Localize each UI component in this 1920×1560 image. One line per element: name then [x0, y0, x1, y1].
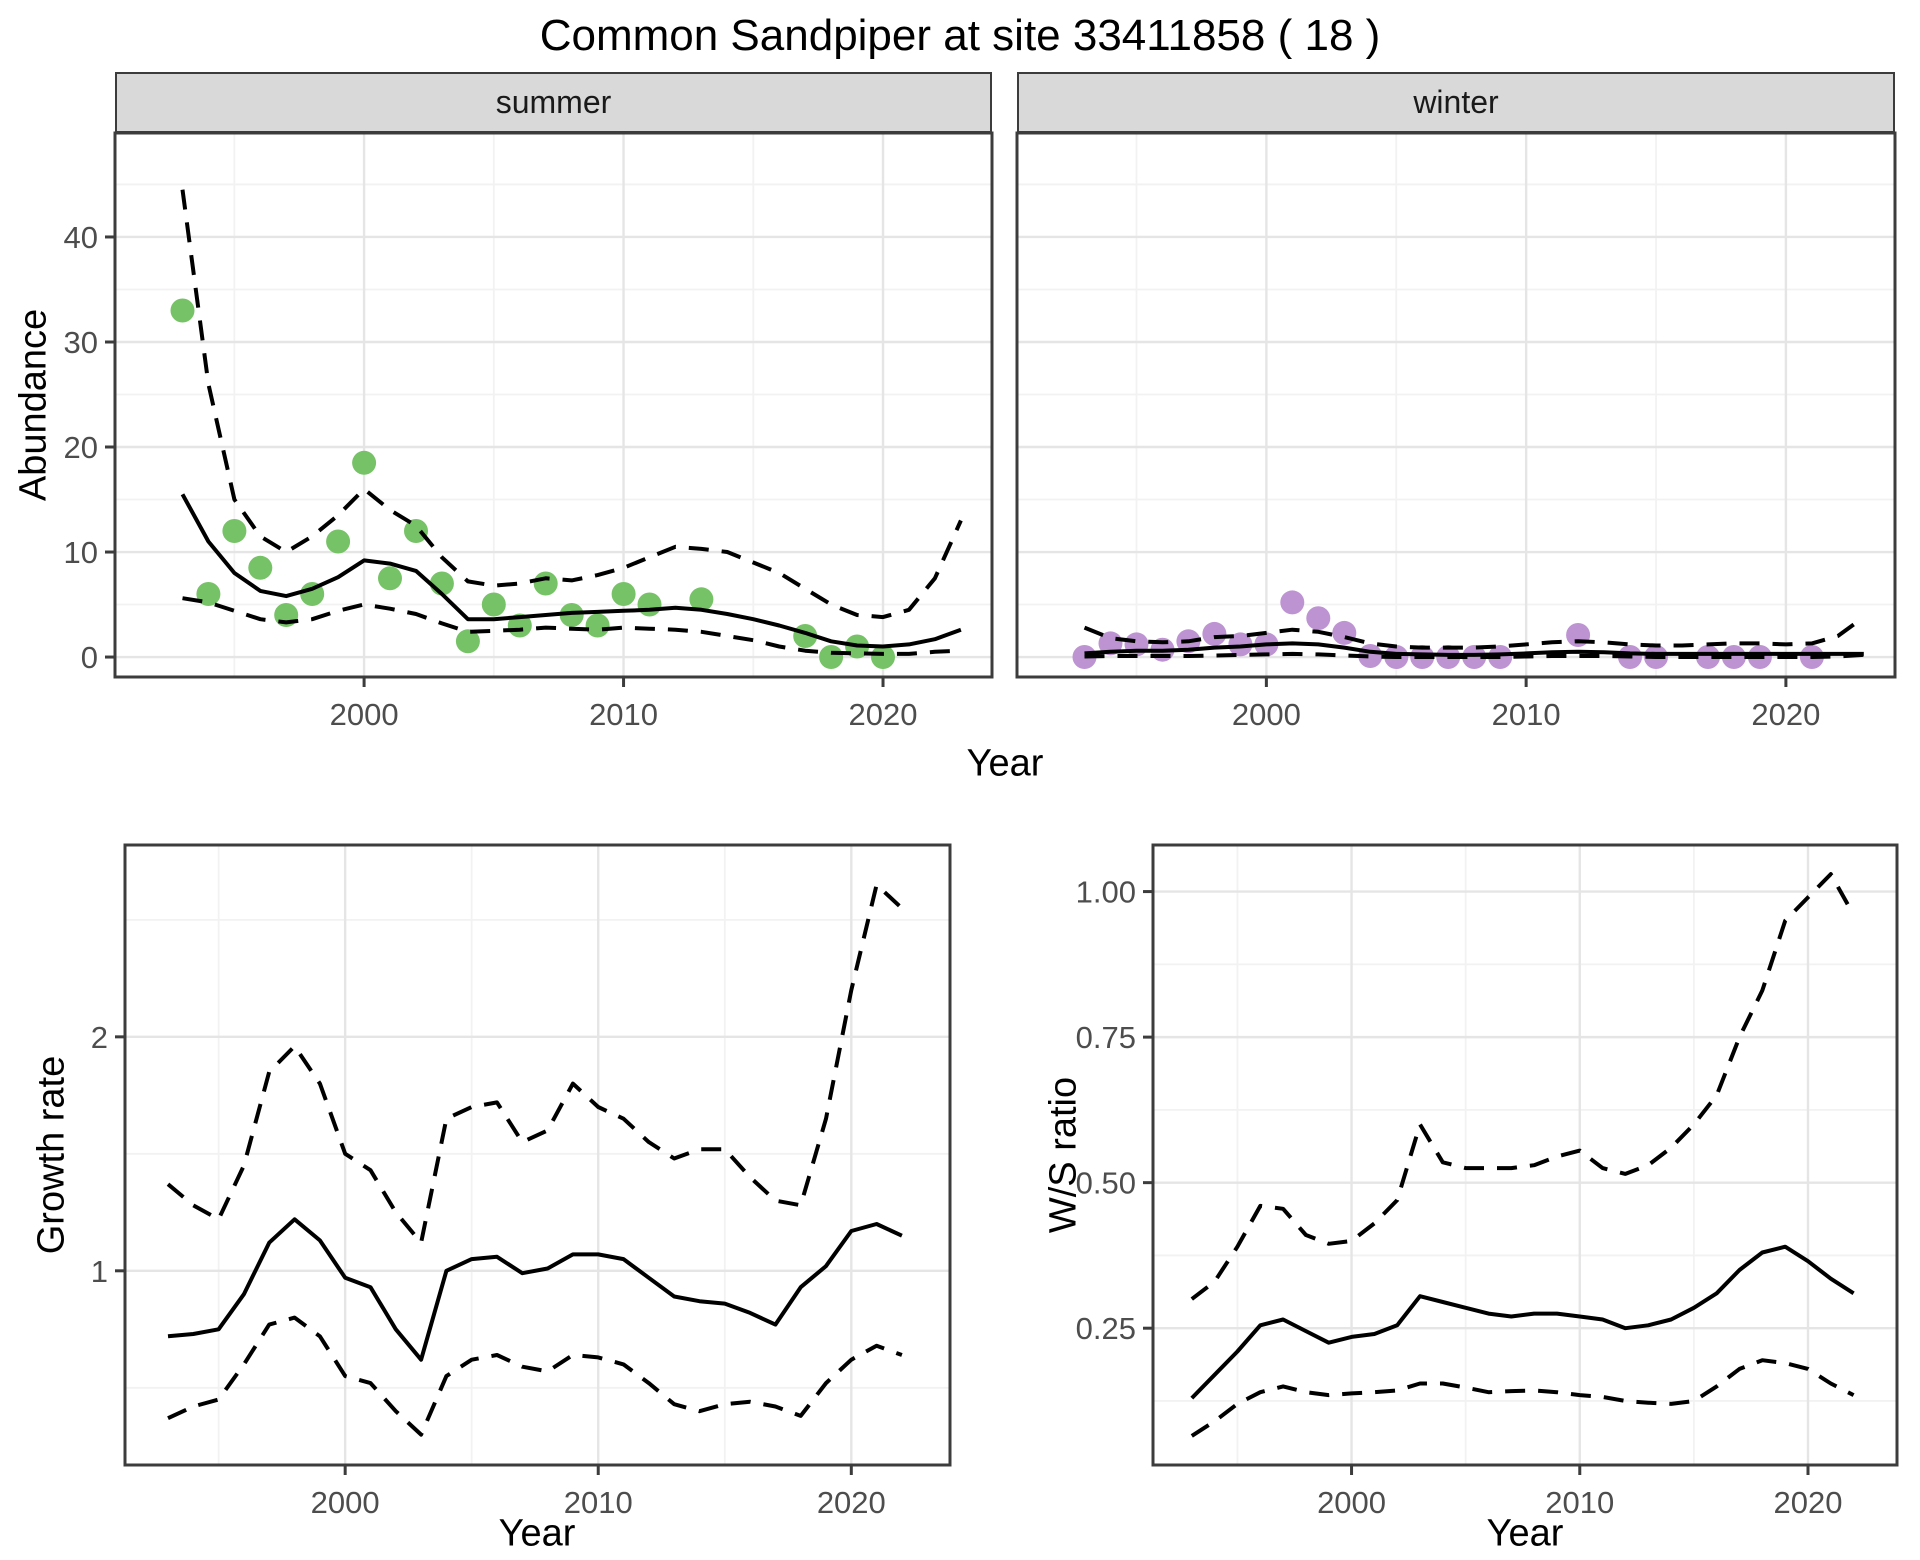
- grid-major: [115, 133, 992, 677]
- series-upper-ci: [166, 882, 904, 1245]
- data-point: [1228, 632, 1253, 657]
- panel-border: [1151, 843, 1899, 1467]
- y-tick-label: 1: [91, 1254, 108, 1289]
- grid-major: [1017, 133, 1895, 677]
- abundance-y-axis-title: Abundance: [12, 308, 55, 502]
- axis-tick-labels: 2000 2010 2020 0 10 20 30 40: [64, 220, 918, 732]
- data-point: [637, 592, 662, 617]
- panel-ws: 2000 2010 2020 0.25 0.50 0.75 1.00: [1076, 843, 1899, 1520]
- axis-tick-labels: 2000 2010 2020: [1232, 697, 1820, 732]
- data-point: [1072, 645, 1097, 669]
- axis-ticks: [115, 1035, 853, 1475]
- data-point: [585, 613, 610, 638]
- y-tick-label: 0.75: [1076, 1020, 1136, 1055]
- grid-major: [1153, 845, 1897, 1465]
- data-point: [1462, 645, 1487, 669]
- series-fit: [167, 1217, 903, 1362]
- data-point: [222, 519, 247, 543]
- data-point: [689, 587, 714, 612]
- y-tick-label: 2: [91, 1020, 108, 1055]
- y-tick-label: 10: [64, 535, 98, 570]
- series-lower-ci: [1190, 1358, 1855, 1438]
- facet-strip-winter: winter: [1017, 72, 1895, 133]
- data-point: [559, 603, 584, 627]
- series-fit: [1084, 641, 1864, 657]
- series-lower-ci: [167, 1315, 903, 1437]
- data-points: [170, 298, 895, 669]
- series-fit: [180, 493, 962, 649]
- y-tick-label: 0.50: [1076, 1166, 1136, 1201]
- data-point: [611, 582, 636, 606]
- data-point: [533, 571, 558, 596]
- x-tick-label: 2010: [1545, 1485, 1614, 1520]
- data-point: [819, 645, 844, 669]
- x-tick-label: 2010: [564, 1485, 633, 1520]
- grid-minor: [115, 133, 992, 677]
- data-point: [404, 519, 428, 543]
- y-tick-label: 1.00: [1076, 875, 1136, 910]
- data-point: [1306, 606, 1331, 631]
- data-point: [378, 566, 402, 591]
- data-point: [1332, 620, 1357, 645]
- y-tick-label: 0.25: [1076, 1311, 1136, 1346]
- series-lower-ci: [182, 596, 961, 656]
- chart-title: Common Sandpiper at site 33411858 ( 18 ): [539, 11, 1381, 60]
- x-tick-label: 2020: [817, 1485, 886, 1520]
- panel-border: [123, 843, 952, 1467]
- series-upper-ci: [180, 189, 963, 620]
- facet-strip-label: summer: [495, 84, 612, 120]
- axis-ticks: [1143, 890, 1810, 1475]
- data-point: [481, 592, 506, 617]
- x-tick-label: 2000: [330, 697, 399, 732]
- data-point: [326, 529, 351, 554]
- data-point: [1721, 645, 1746, 669]
- data-point: [455, 629, 480, 654]
- x-tick-label: 2000: [1232, 697, 1301, 732]
- facet-strip-label: winter: [1413, 84, 1499, 120]
- data-point: [170, 298, 195, 323]
- series-upper-ci: [1190, 872, 1856, 1301]
- series-upper-ci: [1083, 615, 1865, 650]
- top-x-axis-title: Year: [966, 742, 1044, 785]
- data-point: [1202, 621, 1227, 646]
- data-point: [248, 555, 273, 580]
- x-tick-label: 2000: [311, 1485, 380, 1520]
- x-tick-label: 2010: [589, 697, 658, 732]
- ws-x-axis-title: Year: [1486, 1512, 1564, 1555]
- panel-border: [1015, 131, 1897, 679]
- x-tick-label: 2010: [1492, 697, 1561, 732]
- panel-summer: 2000 2010 2020 0 10 20 30 40: [64, 131, 994, 732]
- x-tick-label: 2020: [849, 697, 918, 732]
- y-tick-label: 40: [64, 220, 98, 255]
- data-point: [871, 645, 895, 669]
- data-point: [1696, 645, 1720, 669]
- facet-strip-summer: summer: [115, 72, 992, 133]
- y-tick-label: 20: [64, 430, 98, 465]
- x-tick-label: 2020: [1774, 1485, 1843, 1520]
- axis-tick-labels: 2000 2010 2020 1 2: [91, 1020, 886, 1520]
- grid-minor: [1153, 845, 1897, 1465]
- axis-ticks: [1264, 677, 1788, 687]
- grid-minor: [125, 845, 950, 1465]
- data-point: [352, 450, 377, 475]
- x-tick-label: 2020: [1751, 697, 1820, 732]
- growth-y-axis-title: Growth rate: [30, 1055, 73, 1255]
- y-tick-label: 30: [64, 325, 98, 360]
- grid-minor: [1017, 133, 1895, 677]
- data-point: [1280, 590, 1305, 615]
- axis-tick-labels: 2000 2010 2020 0.25 0.50 0.75 1.00: [1076, 875, 1843, 1520]
- axis-ticks: [105, 235, 885, 687]
- growth-x-axis-title: Year: [498, 1512, 576, 1555]
- panel-border: [113, 131, 994, 679]
- y-tick-label: 0: [81, 640, 98, 675]
- ws-y-axis-title: W/S ratio: [1042, 1076, 1085, 1234]
- panel-winter: 2000 2010 2020: [1015, 131, 1897, 732]
- x-tick-label: 2000: [1317, 1485, 1386, 1520]
- panel-growth: 2000 2010 2020 1 2: [91, 843, 952, 1520]
- series-fit: [1190, 1244, 1855, 1400]
